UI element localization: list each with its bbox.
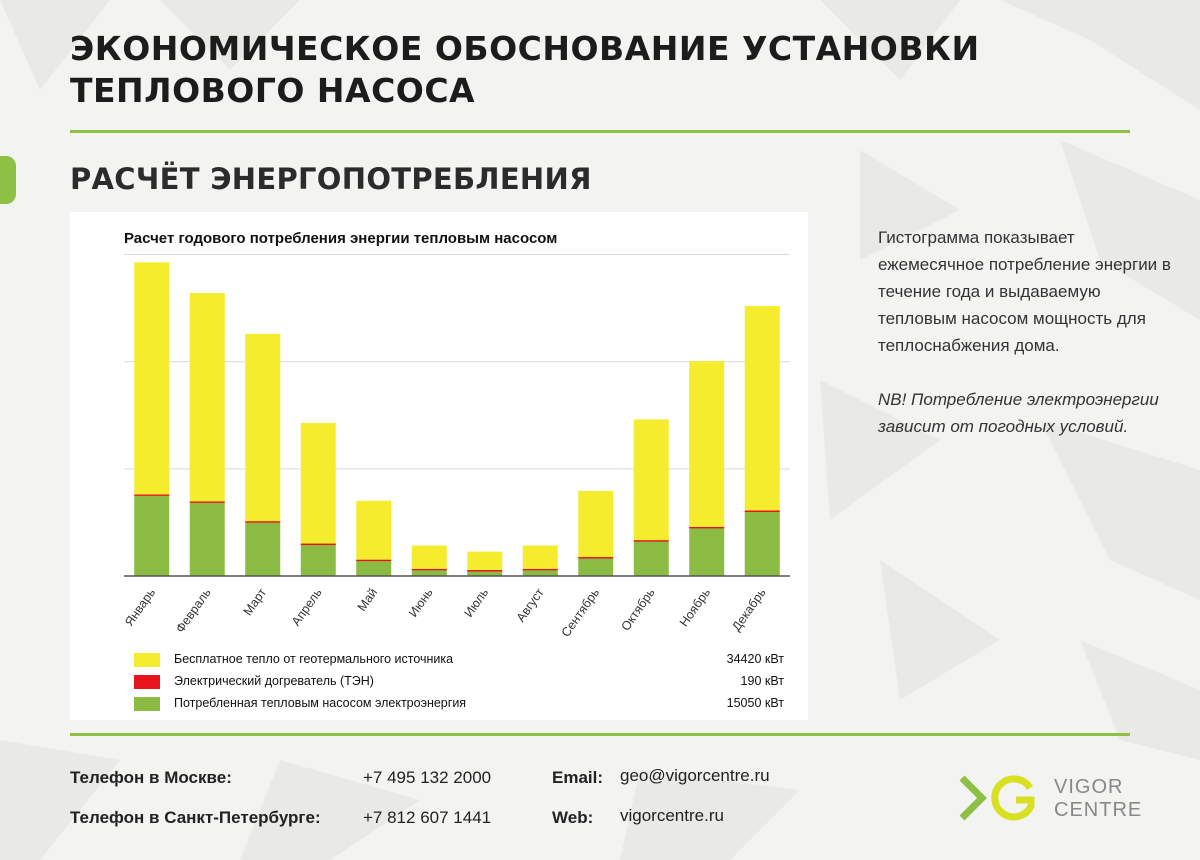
spb-phone-label: Телефон в Санкт-Петербурге: bbox=[70, 808, 321, 827]
contacts-phones: +7 495 132 2000 +7 812 607 1441 bbox=[363, 766, 491, 846]
bar-segment bbox=[356, 559, 392, 576]
bar-segment bbox=[245, 521, 281, 576]
bar-segment bbox=[467, 551, 503, 570]
logo-mark-icon bbox=[959, 775, 1035, 821]
logo-word-centre: CENTRE bbox=[1054, 799, 1143, 821]
bar-segment bbox=[633, 540, 669, 576]
bar-segment bbox=[744, 510, 780, 513]
x-tick-label: Октябрь bbox=[618, 586, 657, 634]
legend-label-free-heat: Бесплатное тепло от геотермального источ… bbox=[174, 652, 454, 666]
bar-segment bbox=[189, 293, 225, 502]
legend-swatch-electricity bbox=[134, 697, 160, 711]
bar-segment bbox=[411, 569, 447, 576]
bar-segment bbox=[189, 501, 225, 503]
bar-segment bbox=[578, 490, 614, 558]
page-title: ЭКОНОМИЧЕСКОЕ ОБОСНОВАНИЕ УСТАНОВКИ ТЕПЛ… bbox=[70, 28, 1070, 112]
x-tick-label: Август bbox=[514, 585, 547, 624]
email-link[interactable]: geo@vigorcentre.ru bbox=[620, 766, 770, 785]
title-line-1: ЭКОНОМИЧЕСКОЕ ОБОСНОВАНИЕ УСТАНОВКИ bbox=[70, 29, 980, 68]
bar-segment bbox=[356, 500, 392, 560]
bar-segment bbox=[300, 422, 336, 544]
bar-segment bbox=[300, 544, 336, 576]
section-title: РАСЧЁТ ЭНЕРГОПОТРЕБЛЕНИЯ bbox=[70, 162, 592, 196]
x-tick-label: Сентябрь bbox=[559, 586, 603, 640]
bar-segment bbox=[633, 540, 669, 542]
legend-swatch-free-heat bbox=[134, 653, 160, 667]
x-tick-label: Декабрь bbox=[729, 586, 768, 634]
bar-segment bbox=[134, 494, 170, 496]
vigor-centre-logo: VIGOR CENTRE bbox=[958, 772, 1141, 828]
email-label: Email: bbox=[552, 768, 604, 787]
spb-phone[interactable]: +7 812 607 1441 bbox=[363, 808, 492, 827]
legend-item-heater: Электрический догреватель (ТЭН) 190 кВт bbox=[134, 674, 784, 694]
bar-segment bbox=[300, 543, 336, 546]
bar-segment bbox=[578, 557, 614, 576]
legend-value-free-heat: 34420 кВт bbox=[726, 652, 784, 666]
bar-segment bbox=[411, 568, 447, 571]
legend-value-heater: 190 кВт bbox=[740, 674, 784, 688]
footer-divider bbox=[70, 733, 1130, 736]
chart-legend: Бесплатное тепло от геотермального источ… bbox=[134, 652, 784, 718]
chart-description: Гистограмма показывает ежемесячное потре… bbox=[878, 224, 1178, 440]
header-divider bbox=[70, 130, 1130, 133]
moscow-phone[interactable]: +7 495 132 2000 bbox=[363, 768, 492, 787]
bar-chart: Январь Февраль Март Апрель Май Июнь Июль Август… bbox=[122, 254, 790, 640]
x-tick-label: Июнь bbox=[406, 586, 436, 620]
bar-segment bbox=[522, 568, 558, 571]
bar-segment bbox=[356, 559, 392, 562]
legend-label-electricity: Потребленная тепловым насосом электроэне… bbox=[174, 696, 467, 710]
logo-word-vigor: VIGOR bbox=[1054, 776, 1124, 798]
bar-segment bbox=[689, 526, 725, 529]
description-note: NB! Потребление электроэнергии зависит о… bbox=[878, 390, 1159, 436]
chart-title: Расчет годового потребления энергии тепл… bbox=[124, 230, 558, 247]
bar-segment bbox=[467, 570, 503, 576]
bar-segment bbox=[134, 262, 170, 495]
x-tick-label: Январь bbox=[122, 586, 158, 629]
legend-swatch-heater bbox=[134, 675, 160, 689]
web-label: Web: bbox=[552, 808, 594, 827]
bar-segment bbox=[245, 521, 281, 523]
contacts-labels: Телефон в Москве: Телефон в Санкт-Петерб… bbox=[70, 766, 321, 846]
bar-segment bbox=[744, 305, 780, 511]
bar-segment bbox=[522, 569, 558, 576]
bar-segment bbox=[245, 333, 281, 522]
bar-segment bbox=[522, 545, 558, 569]
x-tick-label: Февраль bbox=[173, 586, 214, 636]
chart-panel: Расчет годового потребления энергии тепл… bbox=[70, 212, 808, 720]
legend-item-free-heat: Бесплатное тепло от геотермального источ… bbox=[134, 652, 784, 672]
x-tick-label: Апрель bbox=[289, 586, 325, 629]
bar-segment bbox=[578, 557, 614, 559]
contacts-online: geo@vigorcentre.ru vigorcentre.ru bbox=[620, 764, 770, 844]
bar-segment bbox=[689, 361, 725, 527]
bar-segment bbox=[467, 569, 503, 572]
bar-segment bbox=[411, 545, 447, 569]
x-tick-label: Июль bbox=[461, 586, 491, 620]
bar-segment bbox=[744, 511, 780, 576]
bar-segment bbox=[189, 502, 225, 576]
legend-label-heater: Электрический догреватель (ТЭН) bbox=[174, 674, 374, 688]
section-marker bbox=[0, 156, 16, 204]
x-tick-label: Май bbox=[355, 586, 381, 614]
bar-segment bbox=[689, 527, 725, 576]
legend-item-electricity: Потребленная тепловым насосом электроэне… bbox=[134, 696, 784, 716]
moscow-phone-label: Телефон в Москве: bbox=[70, 768, 232, 787]
web-link[interactable]: vigorcentre.ru bbox=[620, 806, 724, 825]
bar-segment bbox=[633, 419, 669, 541]
bar-segment bbox=[134, 495, 170, 576]
contacts-online-labels: Email: Web: bbox=[552, 766, 603, 846]
title-line-2: ТЕПЛОВОГО НАСОСА bbox=[70, 71, 476, 110]
legend-value-electricity: 15050 кВт bbox=[726, 696, 784, 710]
description-text: Гистограмма показывает ежемесячное потре… bbox=[878, 228, 1171, 355]
x-tick-label: Март bbox=[241, 585, 270, 618]
x-tick-label: Ноябрь bbox=[677, 586, 713, 630]
